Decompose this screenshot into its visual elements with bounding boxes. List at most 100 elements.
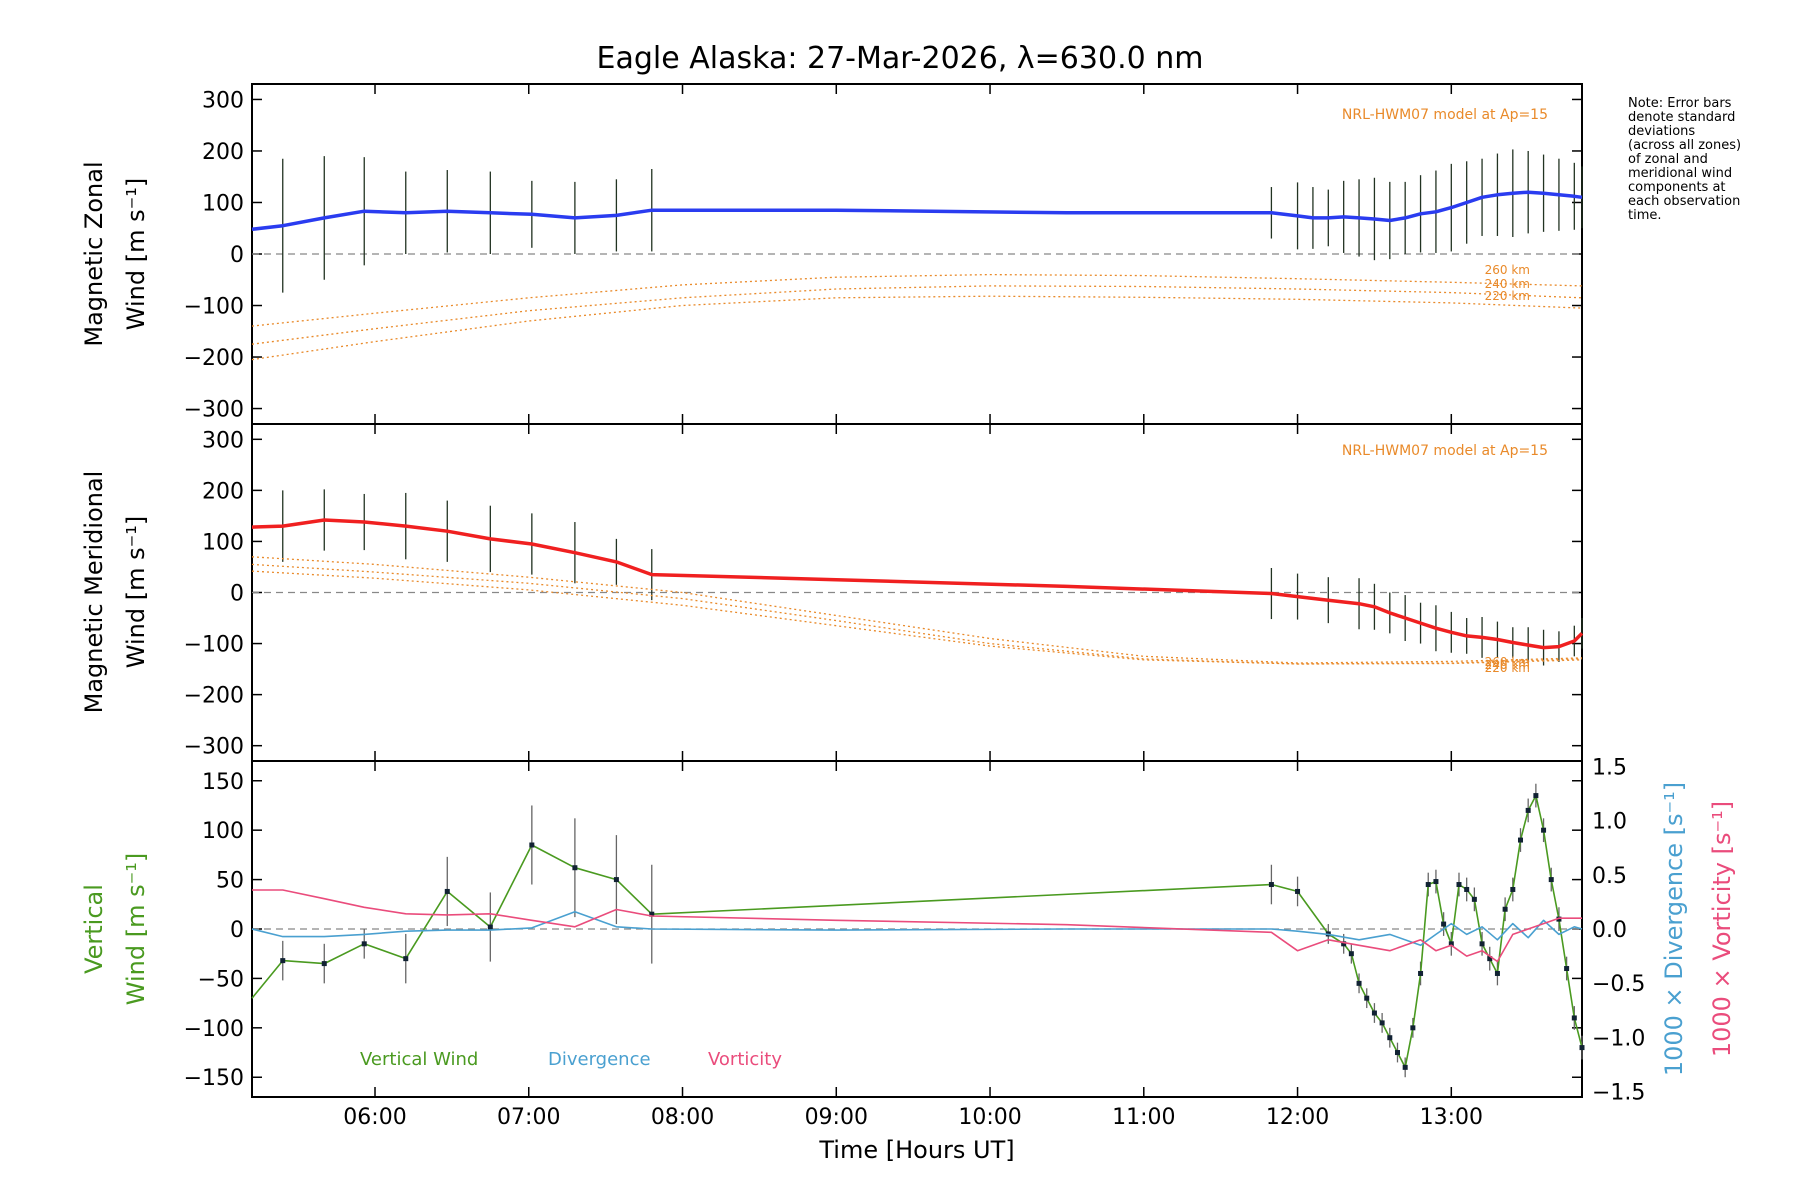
- vertical-wind-point: [1541, 827, 1547, 833]
- y2-tick-label: −1.0: [1592, 1026, 1645, 1051]
- y-tick-label: −100: [184, 295, 244, 320]
- x-tick-label: 12:00: [1266, 1105, 1329, 1130]
- vertical-wind-point: [1341, 941, 1347, 947]
- vertical-wind-point: [1268, 882, 1274, 888]
- meridional-ylabel-line1: Magnetic Meridional: [80, 471, 108, 714]
- vertical-wind-point: [1425, 882, 1431, 888]
- y-tick-label: −50: [198, 967, 244, 992]
- y-tick-label: −300: [184, 398, 244, 423]
- vertical-wind-point: [1579, 1045, 1585, 1051]
- vorticity-axis-label: 1000 × Vorticity [s⁻¹]: [1708, 801, 1736, 1057]
- legend-vertical-wind: Vertical Wind: [360, 1049, 478, 1070]
- vertical-wind-point: [1379, 1020, 1385, 1026]
- y-tick-label: 100: [202, 530, 244, 555]
- model-level-label: 240 km: [1485, 277, 1530, 291]
- meridional-ylabel-line2: Wind [m s⁻¹]: [122, 516, 150, 668]
- model-line: [251, 556, 1583, 664]
- vertical-wind-point: [572, 865, 578, 871]
- vertical-wind-point: [1295, 888, 1301, 894]
- y-tick-label: 0: [230, 918, 244, 943]
- note-line: deviations: [1628, 124, 1696, 139]
- model-level-label: 260 km: [1485, 655, 1530, 669]
- y-tick-label: 150: [202, 770, 244, 795]
- note-line: (across all zones): [1628, 138, 1742, 153]
- vertical-wind-point: [321, 961, 327, 967]
- note-line: time.: [1628, 208, 1662, 223]
- zonal-ylabel-line2: Wind [m s⁻¹]: [122, 178, 150, 330]
- vertical-wind-point: [1571, 1015, 1577, 1021]
- y-tick-label: 100: [202, 819, 244, 844]
- vertical-wind-point: [1348, 951, 1354, 957]
- model-line: [251, 570, 1583, 665]
- vertical-wind-point: [1433, 879, 1439, 885]
- model-line: [251, 295, 1583, 361]
- vertical-wind-point: [1441, 921, 1447, 927]
- vertical-wind-point: [403, 956, 409, 962]
- y2-tick-label: −0.5: [1592, 972, 1645, 997]
- vertical-wind-point: [1410, 1025, 1416, 1031]
- error-bar-note: Note: Error bars denote standard deviati…: [1628, 97, 1796, 223]
- x-tick-label: 08:00: [651, 1105, 714, 1130]
- y-tick-label: −200: [184, 684, 244, 709]
- vorticity-line: [252, 889, 1582, 963]
- model-level-label: 240 km: [1485, 658, 1530, 672]
- divergence-axis-label: 1000 × Divergence [s⁻¹]: [1660, 782, 1688, 1076]
- model-line: [251, 273, 1583, 327]
- vertical-wind-point: [280, 958, 286, 964]
- y-tick-label: 50: [216, 869, 244, 894]
- x-tick-label: 11:00: [1112, 1105, 1175, 1130]
- y-tick-label: 300: [202, 88, 244, 113]
- y-tick-label: −150: [184, 1066, 244, 1091]
- y2-tick-label: 0.0: [1592, 918, 1627, 943]
- x-tick-label: 10:00: [958, 1105, 1021, 1130]
- vertical-wind-point: [1487, 956, 1493, 962]
- vertical-wind-point: [1533, 793, 1539, 799]
- y-tick-label: 200: [202, 140, 244, 165]
- vertical-ylabel-line2: Wind [m s⁻¹]: [122, 853, 150, 1005]
- y-tick-label: −100: [184, 633, 244, 658]
- legend-divergence: Divergence: [548, 1049, 651, 1070]
- vertical-wind-point: [1448, 941, 1454, 947]
- vertical-wind-point: [487, 924, 493, 930]
- x-tick-label: 06:00: [343, 1105, 406, 1130]
- y2-tick-label: 0.5: [1592, 864, 1627, 889]
- model-level-label: 220 km: [1485, 289, 1530, 303]
- vertical-wind-point: [1402, 1064, 1408, 1070]
- vertical-wind-point: [1356, 980, 1362, 986]
- note-line: components at: [1628, 180, 1726, 195]
- vertical-wind-point: [1418, 970, 1424, 976]
- chart-title: Eagle Alaska: 27-Mar-2026, λ=630.0 nm: [597, 41, 1204, 76]
- vertical-ylabel-line1: Vertical: [80, 884, 108, 974]
- magnetic-meridional-wind-line: [251, 518, 1584, 650]
- vertical-wind-point: [1479, 941, 1485, 947]
- vertical-wind-point: [1548, 877, 1554, 883]
- x-tick-label: 13:00: [1420, 1105, 1483, 1130]
- vertical-wind-point: [529, 842, 535, 848]
- vertical-wind-point: [444, 888, 450, 894]
- y-tick-label: −100: [184, 1017, 244, 1042]
- note-line: meridional wind: [1628, 166, 1733, 181]
- model-level-label: 220 km: [1485, 661, 1530, 675]
- y-tick-label: 0: [230, 582, 244, 607]
- legend-vorticity: Vorticity: [708, 1049, 782, 1070]
- vertical-ylabel: Vertical Wind [m s⁻¹]: [80, 853, 150, 1005]
- vertical-wind-point: [649, 911, 655, 917]
- vertical-wind-point: [361, 941, 367, 947]
- zonal-model-label: NRL-HWM07 model at Ap=15: [1342, 107, 1548, 123]
- y-tick-label: −200: [184, 346, 244, 371]
- magnetic-zonal-wind-line: [251, 190, 1583, 232]
- meridional-ylabel: Magnetic Meridional Wind [m s⁻¹]: [80, 471, 150, 714]
- meridional-model-label: NRL-HWM07 model at Ap=15: [1342, 443, 1548, 459]
- vertical-wind-point: [1364, 995, 1370, 1001]
- y-tick-label: 200: [202, 479, 244, 504]
- zonal-ylabel: Magnetic Zonal Wind [m s⁻¹]: [80, 161, 150, 346]
- y2-tick-label: −1.5: [1592, 1081, 1645, 1106]
- vertical-wind-point: [1502, 906, 1508, 912]
- vertical-wind-point: [1510, 886, 1516, 892]
- zonal-ylabel-line1: Magnetic Zonal: [80, 161, 108, 346]
- vertical-wind-point: [1556, 916, 1562, 922]
- y-tick-label: 0: [230, 243, 244, 268]
- y2-tick-label: 1.0: [1592, 810, 1627, 835]
